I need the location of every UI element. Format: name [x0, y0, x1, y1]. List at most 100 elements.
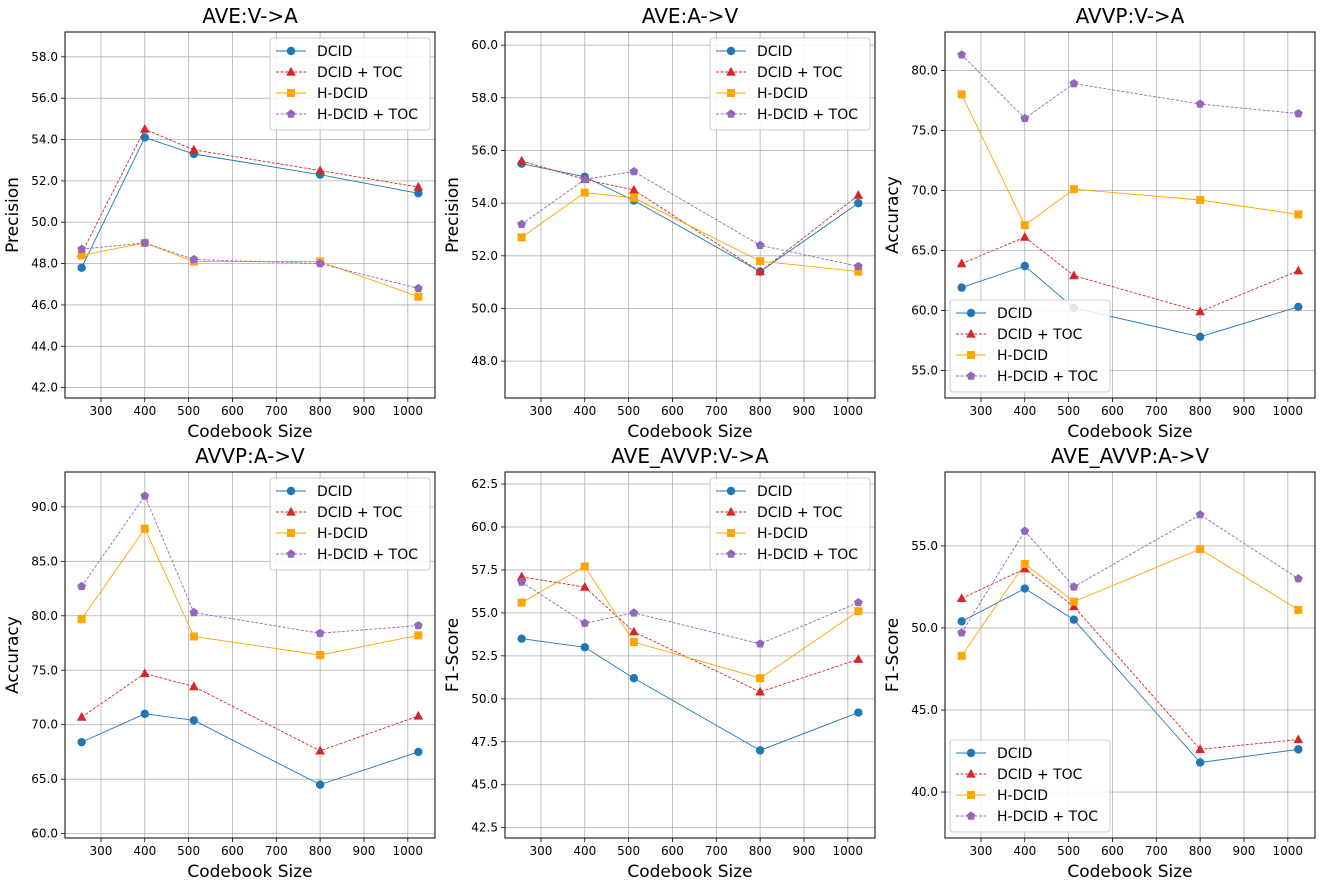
x-tick-label: 500 [177, 844, 200, 858]
data-point [77, 615, 86, 624]
y-tick-label: 75.0 [31, 663, 58, 677]
y-tick-label: 60.0 [471, 38, 498, 52]
x-tick-label: 900 [793, 844, 816, 858]
x-tick-label: 400 [133, 404, 156, 418]
data-point [629, 626, 639, 636]
data-point [315, 258, 325, 268]
y-tick-label: 40.0 [911, 785, 938, 799]
data-point [189, 632, 198, 641]
series-h-dcid-toc [77, 491, 423, 637]
legend-label: DCID + TOC [757, 505, 843, 521]
x-tick-label: 1000 [393, 844, 424, 858]
y-tick-label: 52.5 [471, 649, 498, 663]
legend-marker [286, 506, 296, 516]
x-tick-label: 400 [573, 404, 596, 418]
data-point [1294, 302, 1303, 311]
plot-frame [944, 471, 1316, 839]
series-dcid-toc [956, 232, 1304, 316]
data-point [140, 238, 150, 247]
data-point [1020, 526, 1030, 535]
chart-title: AVE:V->A [202, 4, 298, 28]
x-tick-label: 900 [1233, 404, 1256, 418]
x-tick-label: 400 [1013, 404, 1036, 418]
x-tick-label: 700 [265, 404, 288, 418]
data-point [413, 181, 424, 191]
legend-marker [287, 529, 295, 537]
x-tick-label: 800 [1189, 844, 1212, 858]
data-point [517, 598, 526, 607]
legend-marker [726, 109, 736, 118]
legend-marker [727, 529, 735, 537]
legend-marker [966, 811, 976, 820]
y-tick-label: 56.0 [31, 91, 58, 105]
x-tick-label: 700 [705, 844, 728, 858]
x-tick-label: 1000 [1273, 404, 1304, 418]
y-tick-label: 46.0 [31, 298, 58, 312]
data-point [139, 123, 150, 133]
series-dcid [517, 159, 863, 276]
series-line [961, 568, 1299, 750]
subplot-2: AVE:A->V 300 400 500 600 700 800 900 1000 48.0 50.… [443, 4, 876, 442]
data-point [1195, 306, 1205, 316]
legend: DCID DCID + TOC H-DCID H-DCID + TOC [709, 477, 871, 571]
y-tick-label: 60.0 [31, 827, 58, 841]
data-point [957, 628, 967, 637]
legend-label: DCID [317, 44, 352, 60]
series-h-dcid-toc [957, 510, 1303, 637]
x-tick-label: 900 [353, 404, 376, 418]
series-line [961, 514, 1299, 634]
x-tick-label: 800 [309, 404, 332, 418]
y-tick-label: 55.0 [471, 606, 498, 620]
data-point [1293, 109, 1303, 118]
x-tick-label: 500 [1057, 404, 1080, 418]
subplot-1: AVE:V->A 300 400 500 600 700 800 900 1000 42.0 44.… [3, 4, 436, 442]
x-tick-label: 1000 [1273, 844, 1304, 858]
x-tick-label: 300 [529, 844, 552, 858]
y-tick-label: 70.0 [911, 183, 938, 197]
y-axis-label: Accuracy [883, 176, 903, 254]
x-tick-label: 400 [573, 844, 596, 858]
legend-marker [967, 791, 975, 799]
series-line [521, 160, 859, 273]
legend: DCID DCID + TOC H-DCID H-DCID + TOC [269, 477, 431, 571]
y-tick-label: 60.0 [471, 520, 498, 534]
y-tick-label: 56.0 [471, 143, 498, 157]
y-tick-label: 47.5 [471, 735, 498, 749]
legend-marker [966, 308, 976, 318]
data-point [1020, 221, 1029, 230]
data-point [957, 90, 966, 99]
data-point [1195, 510, 1205, 519]
legend: DCID DCID + TOC H-DCID H-DCID + TOC [949, 299, 1111, 393]
data-point [1294, 210, 1303, 219]
data-point [755, 240, 765, 249]
y-tick-label: 85.0 [31, 554, 58, 568]
y-tick-label: 60.0 [911, 303, 938, 317]
y-tick-label: 42.0 [31, 381, 58, 395]
x-tick-label: 700 [1145, 404, 1168, 418]
y-axis-label: Accuracy [3, 616, 23, 694]
data-point [1069, 597, 1078, 606]
data-point [139, 668, 150, 678]
data-point [516, 571, 527, 581]
legend-label: H-DCID + TOC [997, 809, 1098, 825]
legend-label: H-DCID [757, 526, 808, 542]
y-tick-label: 50.0 [31, 215, 58, 229]
data-point [517, 634, 526, 643]
series-line [521, 171, 859, 267]
x-tick-label: 600 [221, 844, 244, 858]
legend-label: H-DCID [317, 86, 368, 102]
chart-title: AVVP:V->A [1076, 4, 1185, 28]
data-point [1069, 615, 1079, 624]
data-point [1294, 605, 1303, 614]
data-point [315, 745, 325, 755]
data-point [140, 524, 149, 533]
legend-marker [726, 46, 736, 56]
x-tick-label: 800 [749, 404, 772, 418]
legend-box [709, 477, 871, 571]
data-point [1293, 574, 1303, 583]
series-line [81, 673, 419, 752]
x-tick-label: 300 [89, 844, 112, 858]
data-point [315, 628, 325, 637]
x-axis-label: Codebook Size [1067, 862, 1192, 882]
y-tick-label: 70.0 [31, 718, 58, 732]
